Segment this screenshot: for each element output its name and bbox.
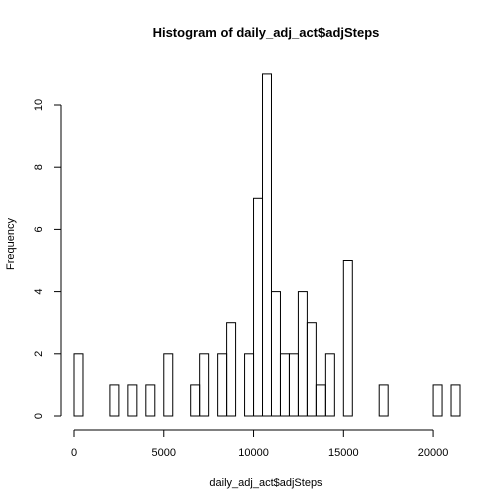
histogram-bar — [190, 384, 201, 417]
chart-title: Histogram of daily_adj_act$adjSteps — [153, 25, 380, 40]
y-axis-label: Frequency — [5, 218, 17, 270]
y-tick-label: 4 — [33, 289, 45, 295]
histogram-bar — [342, 260, 353, 417]
histogram-bar — [432, 384, 443, 417]
y-tick-label: 10 — [33, 99, 45, 111]
histogram-bar — [315, 384, 326, 417]
histogram-bar — [279, 353, 290, 417]
histogram-bar — [73, 353, 84, 417]
y-tick-label: 6 — [33, 226, 45, 232]
y-tick-label: 8 — [33, 164, 45, 170]
y-axis: 0 2 4 6 8 10 — [33, 99, 62, 419]
histogram-bar — [288, 353, 299, 417]
histogram-bar — [109, 384, 120, 417]
histogram-bar — [253, 197, 264, 417]
histogram-bar — [324, 353, 335, 417]
bars-group — [73, 73, 461, 417]
x-tick-label: 10000 — [238, 447, 269, 459]
histogram-bar — [306, 322, 317, 417]
x-tick-label: 0 — [71, 447, 77, 459]
histogram-bar — [217, 353, 228, 417]
histogram-bar — [199, 353, 210, 417]
histogram-bar — [262, 73, 272, 417]
histogram-bar — [163, 353, 174, 417]
x-axis-label: daily_adj_act$adjSteps — [209, 477, 323, 489]
histogram-bar — [270, 291, 281, 417]
histogram-bar — [297, 291, 308, 417]
histogram-bar — [244, 353, 255, 417]
x-tick-label: 15000 — [328, 447, 359, 459]
histogram-bar — [450, 384, 461, 417]
histogram-bar — [145, 384, 156, 417]
x-axis: 0 5000 10000 15000 20000 — [71, 429, 449, 459]
histogram-bar — [226, 322, 237, 417]
x-tick-label: 5000 — [152, 447, 176, 459]
histogram-bar — [378, 384, 389, 417]
histogram-bar — [127, 384, 138, 417]
y-tick-label: 2 — [33, 351, 45, 357]
y-tick-label: 0 — [33, 413, 45, 419]
x-tick-label: 20000 — [418, 447, 449, 459]
